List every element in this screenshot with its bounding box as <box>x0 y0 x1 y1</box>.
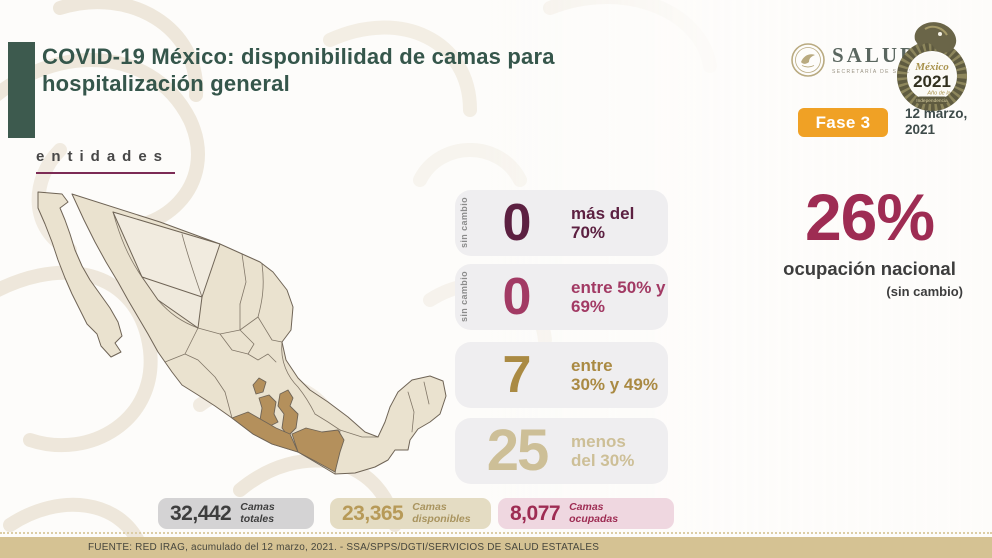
pill-label: Camas ocupadas <box>569 501 619 525</box>
highlighted-state <box>252 377 267 395</box>
highlighted-state <box>291 427 345 473</box>
card-change-note: sin cambio <box>459 271 469 323</box>
fase-badge-label: Fase 3 <box>815 112 871 132</box>
card-entre-50-69: sin cambio 0 entre 50% y 69% <box>455 264 668 330</box>
card-label: menos del 30% <box>571 431 635 470</box>
pill-label: Camas disponibles <box>412 501 471 525</box>
highlighted-state <box>231 411 299 453</box>
baja-peninsula <box>37 191 123 358</box>
national-occupancy-label: ocupación nacional <box>783 258 956 279</box>
mexico-map <box>37 191 447 475</box>
card-value: 7 <box>502 346 532 404</box>
quetzalcoatl-serpent-icon: México 2021 Año de la Independencia <box>897 22 967 111</box>
dotted-separator <box>0 532 992 534</box>
title-accent-bar <box>8 42 35 138</box>
card-menos-del-30: 25 menos del 30% <box>455 418 668 484</box>
mx2021-tagline1: Año de la <box>926 91 950 97</box>
entidades-label: entidades <box>36 148 176 174</box>
salud-subtitle: SECRETARÍA DE SALUD <box>832 69 917 75</box>
highlighted-state <box>277 389 299 437</box>
salud-wordmark: SALUD <box>832 43 919 67</box>
report-date-line1: 12 marzo, <box>905 106 968 121</box>
national-occupancy: 26% ocupación nacional (sin cambio) <box>762 184 977 299</box>
mx2021-script: México <box>914 61 949 73</box>
pill-value: 23,365 <box>342 501 404 525</box>
pill-camas-totales: 32,442 Camas totales <box>158 498 314 529</box>
mexico-2021-logo: México 2021 Año de la Independencia <box>895 20 969 116</box>
fase-badge: Fase 3 <box>798 108 888 137</box>
salud-logo: SALUD SECRETARÍA DE SALUD <box>790 42 918 78</box>
highlighted-state <box>258 394 279 428</box>
footer-source-text: FUENTE: RED IRAG, acumulado del 12 marzo… <box>88 542 600 553</box>
card-value: 0 <box>502 268 532 326</box>
card-value: 25 <box>486 418 550 483</box>
footer-source-bar: FUENTE: RED IRAG, acumulado del 12 marzo… <box>0 537 992 558</box>
card-label: entre 30% y 49% <box>571 355 658 394</box>
pill-label: Camas totales <box>240 501 275 525</box>
salud-seal-icon <box>791 43 825 77</box>
card-change-note: sin cambio <box>459 197 469 249</box>
card-label: más del 70% <box>571 203 635 242</box>
pill-value: 32,442 <box>170 501 232 525</box>
report-date-line2: 2021 <box>905 122 936 138</box>
card-label: entre 50% y 69% <box>571 277 666 316</box>
report-date: 12 marzo, 2021 <box>905 106 967 138</box>
national-occupancy-change: (sin cambio) <box>886 284 963 299</box>
card-value: 0 <box>502 194 532 252</box>
pill-camas-ocupadas: 8,077 Camas ocupadas <box>498 498 674 529</box>
page-title: COVID-19 México: disponibilidad de camas… <box>42 44 682 98</box>
card-entre-30-49: 7 entre 30% y 49% <box>455 342 668 408</box>
pill-camas-disponibles: 23,365 Camas disponibles <box>330 498 491 529</box>
page-title-line2: hospitalización general <box>42 70 290 96</box>
card-mas-del-70: sin cambio 0 más del 70% <box>455 190 668 256</box>
page-title-line1: COVID-19 México: disponibilidad de camas… <box>42 44 555 69</box>
mx2021-tagline2: Independencia <box>916 98 948 104</box>
mx2021-year: 2021 <box>913 72 951 91</box>
pill-value: 8,077 <box>510 501 561 525</box>
national-occupancy-value: 26% <box>804 180 935 254</box>
